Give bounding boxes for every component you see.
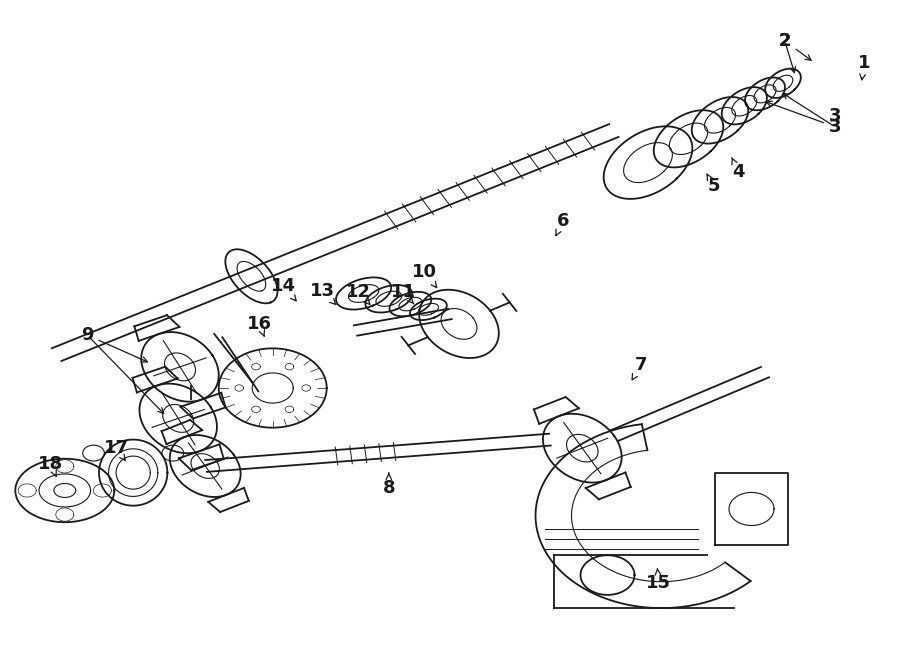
Text: 15: 15	[646, 568, 671, 592]
Text: 1: 1	[858, 54, 870, 80]
Text: 2: 2	[778, 32, 811, 60]
Text: 3: 3	[766, 101, 842, 136]
Text: 6: 6	[556, 212, 570, 235]
Text: 4: 4	[732, 157, 744, 181]
Text: 10: 10	[412, 263, 437, 288]
Text: 8: 8	[382, 473, 395, 497]
Text: 7: 7	[632, 356, 647, 380]
Text: 17: 17	[104, 439, 129, 461]
Text: 3: 3	[829, 106, 842, 125]
Text: 11: 11	[391, 283, 416, 304]
Text: 5: 5	[707, 175, 720, 196]
Text: 18: 18	[38, 455, 63, 476]
Text: 2: 2	[778, 32, 791, 50]
Text: 9: 9	[81, 326, 148, 362]
Text: 12: 12	[346, 283, 371, 305]
Text: 13: 13	[310, 282, 336, 305]
Text: 16: 16	[247, 315, 272, 336]
Text: 14: 14	[271, 276, 296, 301]
